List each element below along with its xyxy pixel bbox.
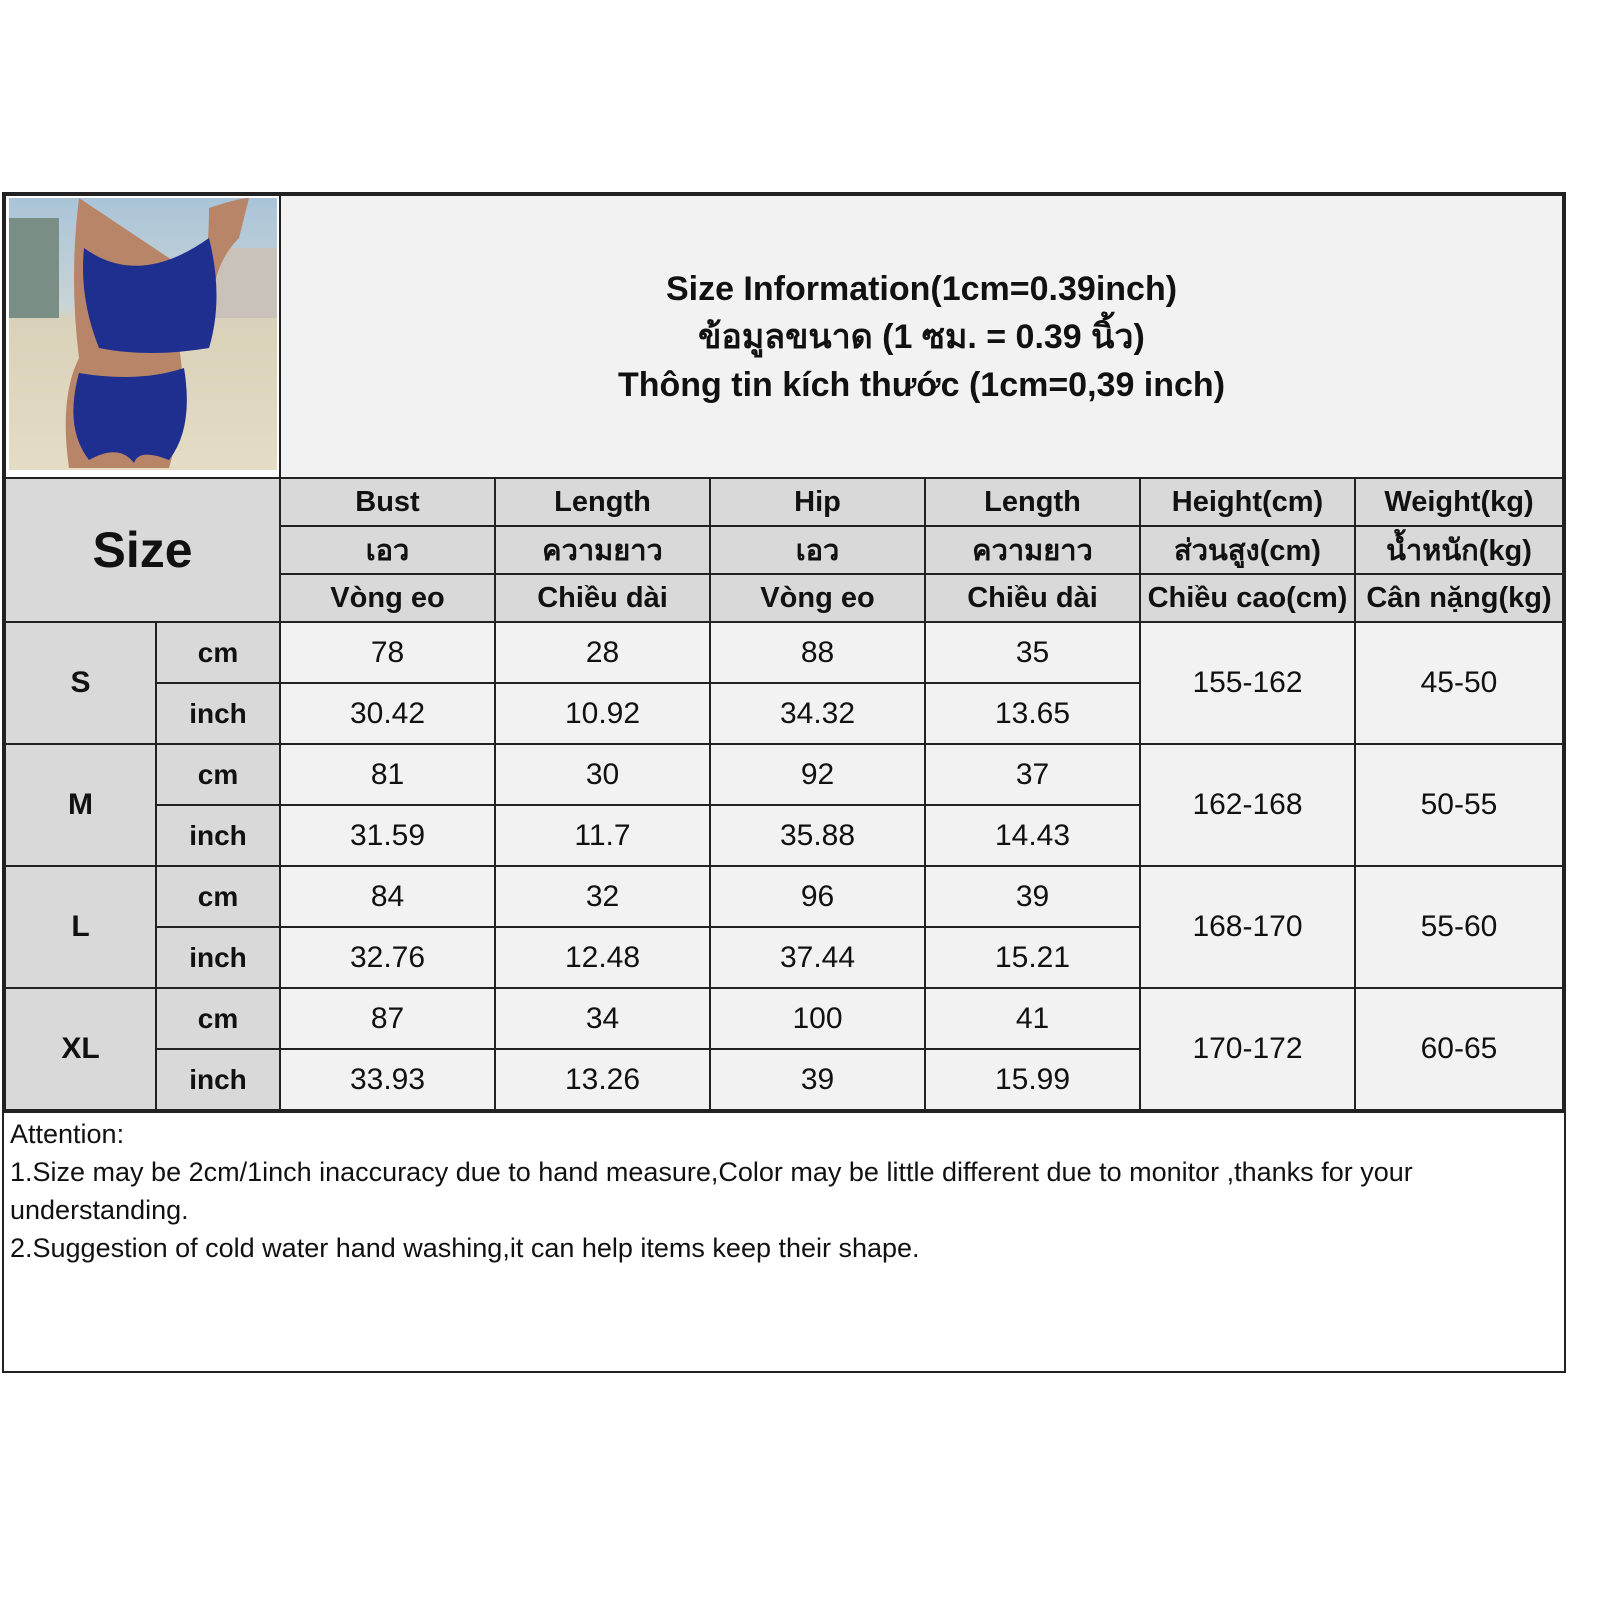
column-header: Bust: [279, 477, 496, 527]
size-label: M: [4, 743, 157, 867]
measurement-cell: 92: [709, 743, 926, 806]
measurement-cell: 32.76: [279, 926, 496, 989]
measurement-cell: 35.88: [709, 804, 926, 867]
size-table: Size Information(1cm=0.39inch) ข้อมูลขนา…: [4, 194, 1564, 1111]
unit-label: cm: [155, 865, 281, 928]
column-header: Hip: [709, 477, 926, 527]
column-header: Weight(kg): [1354, 477, 1564, 527]
weight-cell: 45-50: [1354, 621, 1564, 745]
notes-heading: Attention:: [10, 1119, 125, 1149]
size-chart: Size Information(1cm=0.39inch) ข้อมูลขนา…: [2, 192, 1566, 1373]
column-header: Vòng eo: [709, 573, 926, 623]
measurement-cell: 34.32: [709, 682, 926, 745]
title-english: Size Information(1cm=0.39inch): [665, 269, 1178, 308]
weight-cell: 50-55: [1354, 743, 1564, 867]
column-header: เอว: [279, 525, 496, 575]
column-header: เอว: [709, 525, 926, 575]
weight-cell: 55-60: [1354, 865, 1564, 989]
measurement-cell: 37.44: [709, 926, 926, 989]
unit-label: inch: [155, 804, 281, 867]
measurement-cell: 15.99: [924, 1048, 1141, 1111]
measurement-cell: 39: [709, 1048, 926, 1111]
note-item: 1.Size may be 2cm/1inch inaccuracy due t…: [10, 1157, 1413, 1225]
title-thai: ข้อมูลขนาด (1 ซม. = 0.39 นิ้ว): [698, 317, 1145, 356]
measurement-cell: 11.7: [494, 804, 711, 867]
header-row: Size Bust Length Hip Length Height(cm) Weight(…: [4, 477, 1564, 623]
measurement-cell: 13.26: [494, 1048, 711, 1111]
measurement-cell: 96: [709, 865, 926, 928]
column-header: Cân nặng(kg): [1354, 573, 1564, 623]
column-header: Chiều dài: [494, 573, 711, 623]
size-label: L: [4, 865, 157, 989]
measurement-cell: 84: [279, 865, 496, 928]
unit-label: inch: [155, 1048, 281, 1111]
unit-label: inch: [155, 682, 281, 745]
table-row: inch 32.76 12.48 37.44 15.21: [5, 926, 1563, 989]
measurement-cell: 30.42: [279, 682, 496, 745]
height-cell: 155-162: [1139, 621, 1356, 745]
table-row: XL cm 87 34 100 41 170-172 60-65: [4, 987, 1564, 1111]
size-label: XL: [4, 987, 157, 1111]
attention-notes: Attention: 1.Size may be 2cm/1inch inacc…: [4, 1111, 1564, 1371]
measurement-cell: 32: [494, 865, 711, 928]
size-header: Size: [4, 477, 281, 623]
height-cell: 162-168: [1139, 743, 1356, 867]
product-photo: [4, 194, 281, 479]
column-header: Chiều cao(cm): [1139, 573, 1356, 623]
column-header: Length: [924, 477, 1141, 527]
weight-cell: 60-65: [1354, 987, 1564, 1111]
header-row: Vòng eo Chiều dài Vòng eo Chiều dài Chiều ca…: [5, 573, 1564, 623]
measurement-cell: 100: [709, 987, 926, 1050]
measurement-cell: 41: [924, 987, 1141, 1050]
column-header: ส่วนสูง(cm): [1139, 525, 1356, 575]
column-header: Height(cm): [1139, 477, 1356, 527]
measurement-cell: 14.43: [924, 804, 1141, 867]
header-row: เอว ความยาว เอว ความยาว ส่วนสูง(cm) น้ำหนัก(k…: [5, 525, 1564, 575]
measurement-cell: 88: [709, 621, 926, 684]
measurement-cell: 30: [494, 743, 711, 806]
title-vietnamese: Thông tin kích thước (1cm=0,39 inch): [617, 365, 1226, 404]
measurement-cell: 35: [924, 621, 1141, 684]
measurement-cell: 33.93: [279, 1048, 496, 1111]
measurement-cell: 31.59: [279, 804, 496, 867]
unit-label: cm: [155, 743, 281, 806]
column-header: ความยาว: [924, 525, 1141, 575]
size-info-title: Size Information(1cm=0.39inch) ข้อมูลขนา…: [279, 194, 1564, 479]
measurement-cell: 28: [494, 621, 711, 684]
measurement-cell: 13.65: [924, 682, 1141, 745]
measurement-cell: 81: [279, 743, 496, 806]
unit-label: cm: [155, 621, 281, 684]
measurement-cell: 87: [279, 987, 496, 1050]
height-cell: 170-172: [1139, 987, 1356, 1111]
measurement-cell: 12.48: [494, 926, 711, 989]
unit-label: cm: [155, 987, 281, 1050]
column-header: Vòng eo: [279, 573, 496, 623]
table-row: inch 31.59 11.7 35.88 14.43: [5, 804, 1563, 867]
measurement-cell: 37: [924, 743, 1141, 806]
measurement-cell: 39: [924, 865, 1141, 928]
table-row: inch 33.93 13.26 39 15.99: [5, 1048, 1563, 1111]
note-item: 2.Suggestion of cold water hand washing,…: [10, 1233, 920, 1263]
measurement-cell: 10.92: [494, 682, 711, 745]
size-label: S: [4, 621, 157, 745]
column-header: Length: [494, 477, 711, 527]
table-row: inch 30.42 10.92 34.32 13.65: [5, 682, 1563, 745]
measurement-cell: 15.21: [924, 926, 1141, 989]
column-header: น้ำหนัก(kg): [1354, 525, 1564, 575]
column-header: Chiều dài: [924, 573, 1141, 623]
measurement-cell: 78: [279, 621, 496, 684]
column-header: ความยาว: [494, 525, 711, 575]
measurement-cell: 34: [494, 987, 711, 1050]
height-cell: 168-170: [1139, 865, 1356, 989]
unit-label: inch: [155, 926, 281, 989]
product-image-icon: [8, 198, 277, 470]
